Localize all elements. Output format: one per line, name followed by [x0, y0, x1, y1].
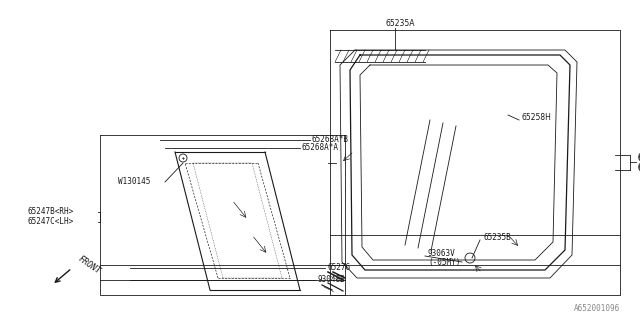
Text: 65268A*A: 65268A*A [302, 143, 339, 153]
Text: 93048B: 93048B [317, 276, 345, 284]
Text: 65268A*B: 65268A*B [312, 135, 349, 145]
Text: W130145: W130145 [118, 178, 150, 187]
Text: 65235A: 65235A [385, 19, 415, 28]
Text: 65247B<RH>: 65247B<RH> [28, 207, 74, 217]
Text: 65210A〈RH〉: 65210A〈RH〉 [638, 154, 640, 163]
Text: 65210B<LH>: 65210B<LH> [638, 164, 640, 172]
Text: 65247C<LH>: 65247C<LH> [28, 218, 74, 227]
Text: 65210A<RH>: 65210A<RH> [638, 154, 640, 163]
Text: 65210B〈LH〉: 65210B〈LH〉 [638, 164, 640, 172]
Text: 65258H: 65258H [522, 114, 552, 123]
Text: 65276: 65276 [327, 263, 350, 273]
Text: A652001096: A652001096 [573, 304, 620, 313]
Text: FRONT: FRONT [76, 254, 102, 276]
Text: 65235B: 65235B [483, 234, 511, 243]
Text: (-05MY): (-05MY) [428, 258, 460, 267]
Text: 93063V: 93063V [428, 249, 456, 258]
